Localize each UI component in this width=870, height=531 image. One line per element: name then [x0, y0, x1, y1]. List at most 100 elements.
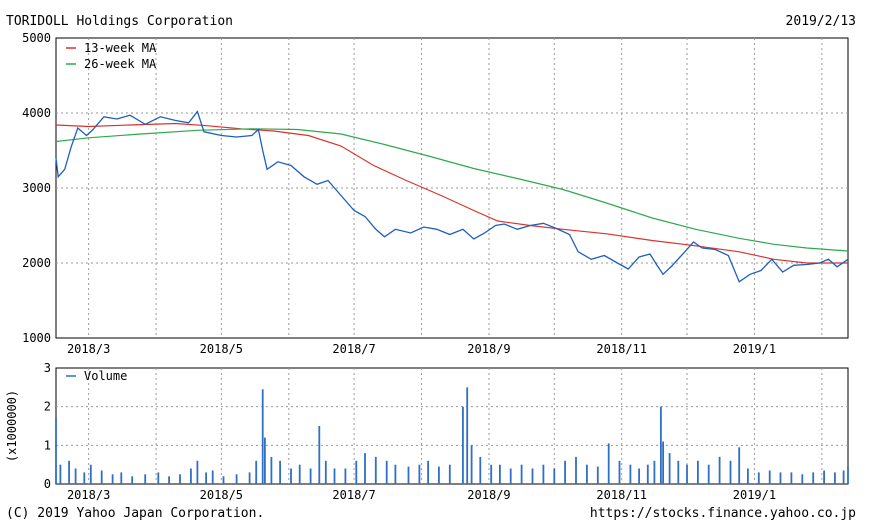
volume-bar: [768, 470, 771, 484]
volume-bar: [190, 468, 192, 484]
volume-bar: [83, 472, 86, 484]
volume-bar: [418, 464, 421, 484]
volume-panel: 3 2 1 0 2018/3 2018/5 2018/7 2018/9 2018/11 2019/…: [5, 361, 849, 502]
volume-x-tick-label: 2018/5: [200, 488, 243, 502]
price-y-tick-label: 3000: [22, 181, 51, 195]
volume-bar: [596, 466, 599, 484]
volume-bar: [298, 464, 301, 484]
volume-bar: [575, 456, 577, 484]
volume-y-unit-label: (x1000000): [5, 390, 19, 462]
volume-bar: [553, 468, 556, 484]
volume-bar: [211, 470, 214, 484]
volume-bar: [531, 468, 534, 484]
volume-bar: [668, 453, 671, 484]
volume-bar: [235, 474, 238, 484]
volume-bar: [847, 466, 849, 484]
volume-bar: [629, 464, 632, 484]
volume-bar: [168, 476, 170, 484]
volume-bar: [355, 460, 358, 484]
series-line-26-week-ma: [55, 128, 849, 252]
price-x-tick-label: 2019/1: [733, 342, 776, 356]
volume-bar: [59, 464, 62, 484]
volume-bar: [490, 464, 493, 484]
volume-x-tick-label: 2018/7: [332, 488, 375, 502]
volume-bar: [120, 472, 123, 484]
volume-bar: [542, 464, 545, 484]
volume-bar: [324, 460, 327, 484]
legend-label: Volume: [84, 369, 127, 383]
price-x-tick-label: 2018/5: [200, 342, 243, 356]
volume-bar: [270, 456, 273, 484]
volume-x-tick-label: 2018/3: [67, 488, 110, 502]
volume-bar: [111, 474, 114, 484]
volume-bar: [466, 387, 469, 484]
volume-bar: [707, 464, 710, 484]
volume-bar: [157, 472, 160, 484]
volume-bar: [509, 468, 512, 484]
volume-bar: [653, 460, 656, 484]
volume-bar: [842, 470, 845, 484]
volume-bar: [499, 464, 501, 484]
chart-company-title: TORIDOLL Holdings Corporation: [6, 14, 233, 29]
volume-bar: [718, 456, 721, 484]
volume-y-tick-label: 2: [44, 400, 51, 414]
volume-bar: [834, 472, 836, 484]
volume-bar: [812, 472, 815, 484]
volume-bar: [427, 460, 429, 484]
volume-bar: [205, 472, 207, 484]
volume-bar: [196, 460, 199, 484]
volume-bar: [686, 464, 688, 484]
legend-label: 26-week MA: [84, 57, 157, 71]
volume-bar: [222, 476, 225, 484]
price-x-tick-label: 2018/11: [596, 342, 647, 356]
series-line-13-week-ma: [55, 122, 848, 264]
price-x-tick-label: 2018/9: [467, 342, 510, 356]
volume-bar: [333, 468, 336, 484]
volume-bar: [179, 474, 181, 484]
volume-bar: [638, 468, 640, 484]
volume-bar: [462, 406, 464, 484]
volume-bar: [100, 470, 103, 484]
price-y-tick-label: 5000: [22, 31, 51, 45]
volume-bar: [364, 453, 366, 484]
volume-bar: [520, 464, 523, 484]
volume-bar: [618, 460, 621, 484]
volume-bar: [68, 460, 70, 484]
volume-bar: [264, 437, 266, 484]
volume-bar: [385, 460, 388, 484]
price-y-tick-label: 4000: [22, 106, 51, 120]
volume-bar: [55, 418, 57, 484]
volume-bar: [586, 464, 588, 484]
volume-bar: [757, 472, 760, 484]
volume-bar: [309, 468, 312, 484]
volume-bar: [374, 456, 377, 484]
price-x-tick-label: 2018/3: [67, 342, 110, 356]
volume-bar: [290, 468, 292, 484]
volume-bar: [344, 468, 347, 484]
series-line-price: [55, 110, 849, 283]
volume-bar: [470, 445, 473, 484]
price-x-tick-label: 2018/7: [332, 342, 375, 356]
volume-bar: [394, 464, 397, 484]
volume-bar: [261, 389, 264, 484]
volume-bar: [779, 472, 782, 484]
price-panel: 5000 4000 3000 2000 1000 2018/3 2018/5 2018/7 20…: [22, 31, 849, 356]
chart-date: 2019/2/13: [785, 14, 856, 29]
volume-bar: [479, 456, 482, 484]
footer-url[interactable]: https://stocks.finance.yahoo.co.jp: [589, 506, 856, 521]
volume-bar: [660, 406, 662, 484]
volume-bar: [74, 468, 77, 484]
volume-bar: [144, 474, 147, 484]
volume-bar: [729, 460, 732, 484]
volume-bar: [248, 472, 251, 484]
volume-x-tick-label: 2018/11: [596, 488, 647, 502]
legend-label: 13-week MA: [84, 41, 157, 55]
price-y-tick-label: 2000: [22, 256, 51, 270]
volume-bar: [131, 476, 134, 484]
volume-bar: [801, 474, 804, 484]
volume-bar: [448, 464, 451, 484]
volume-frame: [55, 367, 849, 485]
volume-bar: [646, 464, 649, 484]
volume-bar: [318, 426, 321, 484]
